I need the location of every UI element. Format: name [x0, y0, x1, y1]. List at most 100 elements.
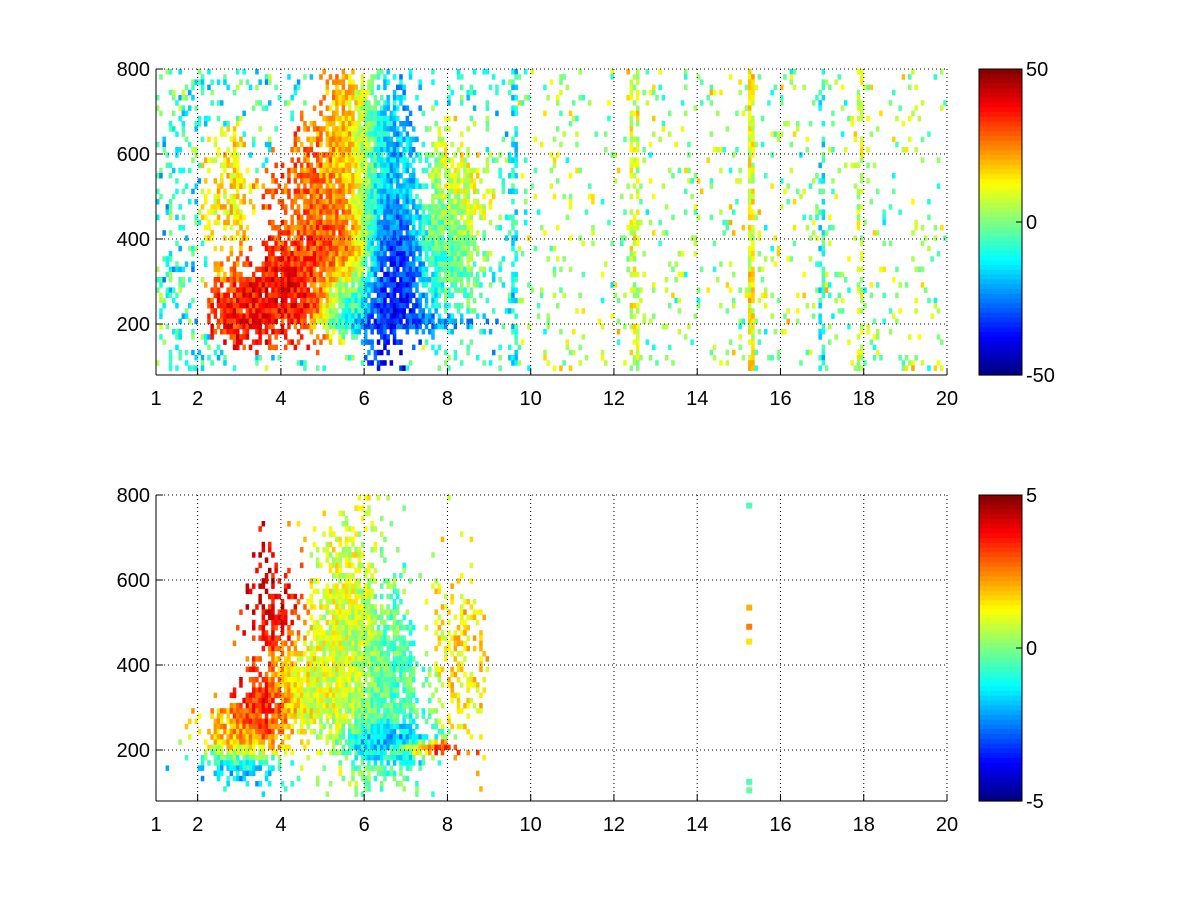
heatmap-cell	[415, 95, 419, 101]
heatmap-cell	[300, 235, 304, 241]
heatmap-cell	[360, 141, 365, 148]
heatmap-cell	[431, 235, 435, 241]
heatmap-cell	[396, 204, 400, 210]
heatmap-cell	[360, 230, 365, 236]
heatmap-cell	[226, 760, 230, 766]
heatmap-cell	[300, 547, 304, 553]
heatmap-cell	[274, 718, 278, 725]
heatmap-cell	[351, 121, 355, 127]
heatmap-cell	[332, 188, 336, 195]
heatmap-cell	[399, 235, 403, 241]
heatmap-cell	[370, 209, 374, 215]
heatmap-cell	[252, 760, 256, 766]
heatmap-cell	[300, 214, 304, 221]
heatmap-cell	[437, 344, 442, 351]
heatmap-cell	[418, 308, 422, 314]
heatmap-cell	[354, 193, 358, 200]
heatmap-cell	[274, 240, 278, 247]
heatmap-cell	[380, 162, 384, 169]
heatmap-cell	[466, 178, 470, 184]
heatmap-cell	[392, 167, 397, 174]
heatmap-cell	[492, 308, 496, 314]
heatmap-cell	[223, 355, 227, 361]
colorbar-tick-label: -50	[1026, 365, 1055, 387]
heatmap-cell	[428, 219, 432, 226]
heatmap-cell	[232, 235, 237, 241]
heatmap-cell	[860, 256, 864, 262]
heatmap-cell	[264, 718, 269, 725]
heatmap-cell	[287, 656, 291, 662]
heatmap-cell	[261, 619, 266, 626]
heatmap-cell	[690, 235, 694, 241]
heatmap-cell	[405, 245, 410, 252]
heatmap-cell	[396, 214, 400, 221]
heatmap-cell	[264, 557, 269, 563]
heatmap-cell	[636, 209, 640, 215]
heatmap-cell	[399, 79, 403, 85]
heatmap-cell	[322, 95, 326, 101]
heatmap-cell	[482, 230, 486, 236]
heatmap-cell	[300, 666, 304, 673]
heatmap-cell	[236, 121, 240, 127]
heatmap-cell	[216, 734, 221, 740]
heatmap-cell	[524, 157, 528, 163]
heatmap-cell	[284, 287, 288, 293]
heatmap-cell	[325, 157, 330, 163]
heatmap-cell	[264, 240, 269, 247]
heatmap-cell	[364, 193, 368, 200]
heatmap-cell	[408, 69, 413, 75]
heatmap-cell	[428, 173, 432, 179]
heatmap-cell	[856, 219, 861, 226]
heatmap-cell	[316, 199, 320, 205]
heatmap-cell	[364, 214, 368, 221]
heatmap-cell	[172, 167, 176, 174]
heatmap-cell	[344, 183, 349, 189]
heatmap-cell	[303, 687, 307, 693]
heatmap-cell	[408, 193, 413, 200]
heatmap-cell	[466, 183, 470, 189]
heatmap-cell	[453, 303, 458, 309]
heatmap-cell	[709, 349, 714, 356]
heatmap-cell	[264, 313, 269, 319]
heatmap-cell	[252, 292, 256, 299]
heatmap-cell	[284, 786, 288, 792]
colorbar-segment	[979, 365, 1022, 371]
heatmap-cell	[296, 682, 301, 688]
heatmap-cell	[191, 708, 195, 714]
heatmap-cell	[485, 126, 490, 132]
heatmap-cell	[191, 251, 195, 257]
heatmap-cell	[351, 199, 355, 205]
colorbar-segment	[979, 116, 1022, 123]
heatmap-cell	[719, 303, 723, 309]
heatmap-cell	[610, 240, 614, 247]
heatmap-cell	[181, 110, 186, 117]
heatmap-cell	[319, 339, 323, 345]
heatmap-cell	[402, 292, 406, 299]
heatmap-cell	[284, 308, 288, 314]
heatmap-cell	[357, 329, 362, 335]
heatmap-cell	[415, 329, 419, 335]
heatmap-cell	[399, 141, 403, 148]
heatmap-cell	[316, 162, 320, 169]
heatmap-cell	[386, 95, 390, 101]
heatmap-cell	[514, 323, 518, 330]
heatmap-cell	[386, 162, 390, 169]
heatmap-cell	[357, 152, 362, 158]
heatmap-cell	[748, 95, 752, 101]
heatmap-cell	[748, 105, 752, 111]
heatmap-cell	[447, 183, 451, 189]
heatmap-cell	[351, 287, 355, 293]
heatmap-cell	[511, 360, 515, 366]
heatmap-cell	[364, 318, 368, 325]
heatmap-cell	[348, 141, 352, 148]
heatmap-cell	[645, 69, 650, 75]
colorbar-segment	[979, 150, 1022, 156]
heatmap-cell	[319, 162, 323, 169]
heatmap-cell	[335, 157, 339, 163]
heatmap-cell	[216, 318, 221, 325]
heatmap-cell	[610, 69, 614, 75]
heatmap-cell	[312, 173, 317, 179]
heatmap-cell	[367, 282, 371, 288]
heatmap-cell	[271, 323, 275, 330]
heatmap-cell	[316, 230, 320, 236]
